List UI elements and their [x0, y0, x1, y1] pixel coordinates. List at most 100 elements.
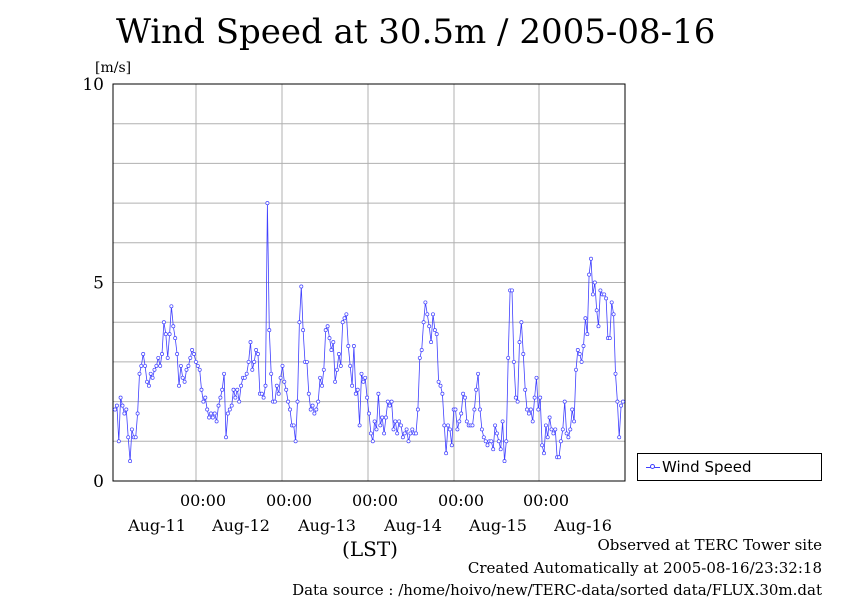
data-point	[365, 395, 370, 400]
data-point	[344, 312, 349, 317]
data-point	[320, 383, 324, 388]
data-point	[259, 391, 264, 396]
data-point	[120, 403, 125, 408]
data-point	[393, 419, 398, 424]
data-point	[543, 423, 548, 428]
data-point	[421, 320, 426, 325]
data-point	[434, 332, 439, 337]
data-point	[562, 399, 567, 404]
data-point	[280, 363, 285, 368]
data-point	[457, 419, 462, 424]
data-point	[146, 383, 151, 388]
data-point	[160, 352, 164, 356]
data-point	[408, 431, 413, 436]
data-point	[367, 411, 371, 416]
data-point	[464, 419, 469, 424]
footer-site: Observed at TERC Tower site	[597, 536, 822, 554]
data-point	[323, 328, 328, 333]
data-point	[116, 439, 121, 444]
data-point	[568, 427, 573, 432]
data-point	[256, 352, 260, 356]
data-point	[528, 407, 533, 412]
y-tick-label: 0	[93, 472, 104, 492]
data-point	[557, 455, 561, 460]
data-point	[438, 383, 443, 388]
x-date-label: Aug-12	[211, 516, 270, 535]
data-point	[425, 312, 430, 317]
x-tick-label: 00:00	[266, 491, 312, 510]
data-point	[615, 399, 620, 404]
data-point	[263, 383, 268, 388]
data-point	[446, 423, 450, 428]
data-point	[575, 348, 580, 352]
y-tick-label: 5	[93, 274, 104, 294]
data-point	[592, 280, 597, 285]
data-point	[246, 359, 251, 364]
data-point	[534, 375, 539, 380]
data-point	[427, 324, 432, 329]
data-point	[195, 363, 200, 368]
data-point	[284, 387, 289, 392]
data-point	[521, 352, 526, 356]
data-point	[272, 399, 277, 404]
data-point	[207, 415, 212, 420]
data-point	[216, 403, 221, 408]
data-point	[118, 395, 123, 400]
data-point	[410, 427, 415, 432]
data-point	[218, 395, 223, 400]
data-point	[297, 320, 302, 325]
data-point	[596, 324, 601, 329]
data-point	[560, 427, 565, 432]
data-point	[609, 300, 614, 305]
data-point	[199, 387, 204, 392]
data-point	[212, 411, 217, 416]
data-point	[282, 379, 287, 384]
data-point	[463, 395, 467, 400]
data-point	[415, 407, 420, 412]
data-point	[590, 292, 595, 297]
data-point	[318, 375, 323, 380]
data-point	[538, 395, 543, 400]
data-point	[607, 336, 612, 341]
data-point	[338, 363, 343, 368]
data-point	[363, 375, 368, 380]
data-point	[124, 407, 129, 412]
data-point	[496, 439, 501, 444]
data-point	[173, 336, 178, 341]
data-point	[265, 201, 270, 206]
data-point	[197, 367, 202, 372]
data-point	[378, 423, 383, 428]
footer-created: Created Automatically at 2005-08-16/23:3…	[467, 559, 822, 577]
data-point	[336, 352, 341, 356]
data-point	[161, 320, 166, 325]
data-point	[566, 435, 571, 440]
data-point	[133, 435, 138, 440]
data-point	[510, 288, 514, 293]
data-point	[617, 435, 622, 440]
x-date-label: Aug-15	[468, 516, 527, 535]
data-point	[447, 427, 452, 432]
legend-marker	[650, 464, 655, 469]
data-point	[515, 399, 520, 404]
data-point	[114, 403, 119, 408]
data-point	[163, 332, 168, 337]
data-point	[327, 336, 332, 341]
x-date-label: Aug-13	[297, 516, 356, 535]
data-point	[444, 451, 449, 456]
data-point	[231, 387, 236, 392]
data-point	[316, 399, 321, 404]
data-point	[476, 371, 481, 376]
data-point	[540, 443, 545, 448]
data-point	[175, 352, 180, 356]
chart-title: Wind Speed at 30.5m / 2005-08-16	[116, 12, 716, 52]
grid-lines	[113, 84, 625, 481]
x-tick-label: 00:00	[352, 491, 398, 510]
data-point	[182, 379, 187, 384]
data-point	[129, 427, 134, 432]
data-point	[203, 395, 208, 400]
data-point	[261, 395, 266, 400]
data-point	[506, 355, 511, 360]
data-point	[372, 419, 377, 424]
data-point	[237, 399, 242, 404]
